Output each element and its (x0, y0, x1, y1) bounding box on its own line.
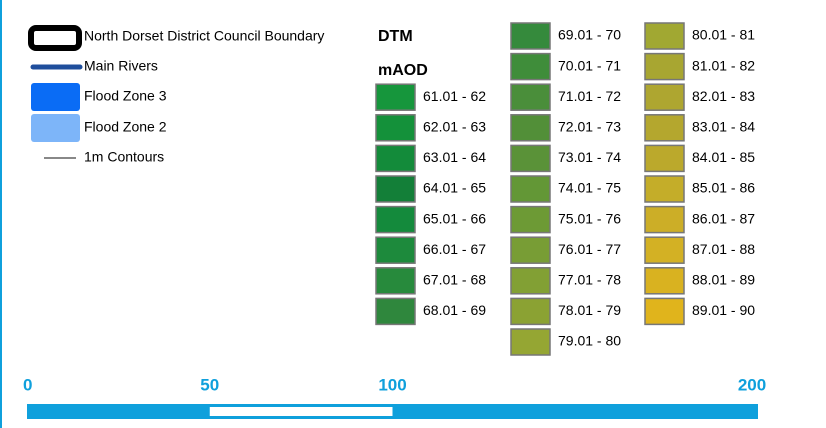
class-label: 63.01 - 64 (423, 149, 486, 165)
class-swatch (510, 83, 551, 111)
class-swatch (375, 114, 416, 142)
class-label: 68.01 - 69 (423, 302, 486, 318)
class-swatch (510, 52, 551, 81)
class-label: 83.01 - 84 (692, 119, 755, 135)
class-swatch (644, 297, 685, 326)
class-label: 80.01 - 81 (692, 27, 755, 43)
class-label: 84.01 - 85 (692, 149, 755, 165)
class-label: 64.01 - 65 (423, 180, 486, 196)
class-swatch (644, 144, 685, 173)
panel-border (0, 0, 2, 428)
class-swatch (644, 52, 685, 81)
class-label: 75.01 - 76 (558, 210, 621, 226)
class-label: 86.01 - 87 (692, 210, 755, 226)
class-label: 85.01 - 86 (692, 180, 755, 196)
class-swatch (510, 144, 551, 173)
class-swatch (510, 328, 551, 356)
class-swatch (375, 205, 416, 234)
class-label: 79.01 - 80 (558, 333, 621, 349)
dtm-title: DTM (378, 28, 413, 45)
scale-label: 0 (23, 375, 32, 394)
class-swatch (510, 267, 551, 295)
class-label: 82.01 - 83 (692, 88, 755, 104)
scale-segment (209, 407, 393, 416)
flood-zone-symbol (31, 83, 80, 111)
class-swatch (375, 83, 416, 111)
class-swatch (375, 144, 416, 173)
class-label: 74.01 - 75 (558, 180, 621, 196)
legend-label: 1m Contours (84, 149, 164, 165)
class-swatch (375, 297, 416, 326)
scale-label: 50 (200, 375, 219, 394)
class-label: 61.01 - 62 (423, 88, 486, 104)
class-label: 81.01 - 82 (692, 57, 755, 73)
class-swatch (375, 175, 416, 203)
class-label: 62.01 - 63 (423, 119, 486, 135)
class-swatch (510, 22, 551, 50)
dtm-unit: mAOD (378, 62, 428, 79)
class-swatch (644, 114, 685, 142)
class-label: 70.01 - 71 (558, 57, 621, 73)
class-swatch (510, 114, 551, 142)
class-label: 69.01 - 70 (558, 27, 621, 43)
class-label: 71.01 - 72 (558, 88, 621, 104)
flood-zone-symbol (31, 114, 80, 142)
legend-label: Main Rivers (84, 58, 158, 74)
scale-label: 200 (738, 375, 766, 394)
class-swatch (644, 267, 685, 295)
class-swatch (510, 236, 551, 264)
class-label: 78.01 - 79 (558, 302, 621, 318)
class-label: 89.01 - 90 (692, 302, 755, 318)
scale-label: 100 (378, 375, 406, 394)
class-label: 65.01 - 66 (423, 210, 486, 226)
legend-label: Flood Zone 2 (84, 119, 167, 135)
class-swatch (644, 22, 685, 50)
class-swatch (644, 83, 685, 111)
class-swatch (644, 205, 685, 234)
class-swatch (510, 297, 551, 326)
legend-label: North Dorset District Council Boundary (84, 28, 324, 44)
class-label: 76.01 - 77 (558, 241, 621, 257)
class-swatch (510, 205, 551, 234)
class-swatch (644, 236, 685, 264)
class-swatch (375, 267, 416, 295)
class-label: 87.01 - 88 (692, 241, 755, 257)
legend-label: Flood Zone 3 (84, 88, 167, 104)
class-swatch (375, 236, 416, 264)
class-label: 73.01 - 74 (558, 149, 621, 165)
class-label: 66.01 - 67 (423, 241, 486, 257)
class-swatch (510, 175, 551, 203)
class-label: 67.01 - 68 (423, 272, 486, 288)
boundary-icon (28, 25, 82, 51)
class-label: 88.01 - 89 (692, 272, 755, 288)
class-label: 77.01 - 78 (558, 272, 621, 288)
class-swatch (644, 175, 685, 203)
class-label: 72.01 - 73 (558, 119, 621, 135)
